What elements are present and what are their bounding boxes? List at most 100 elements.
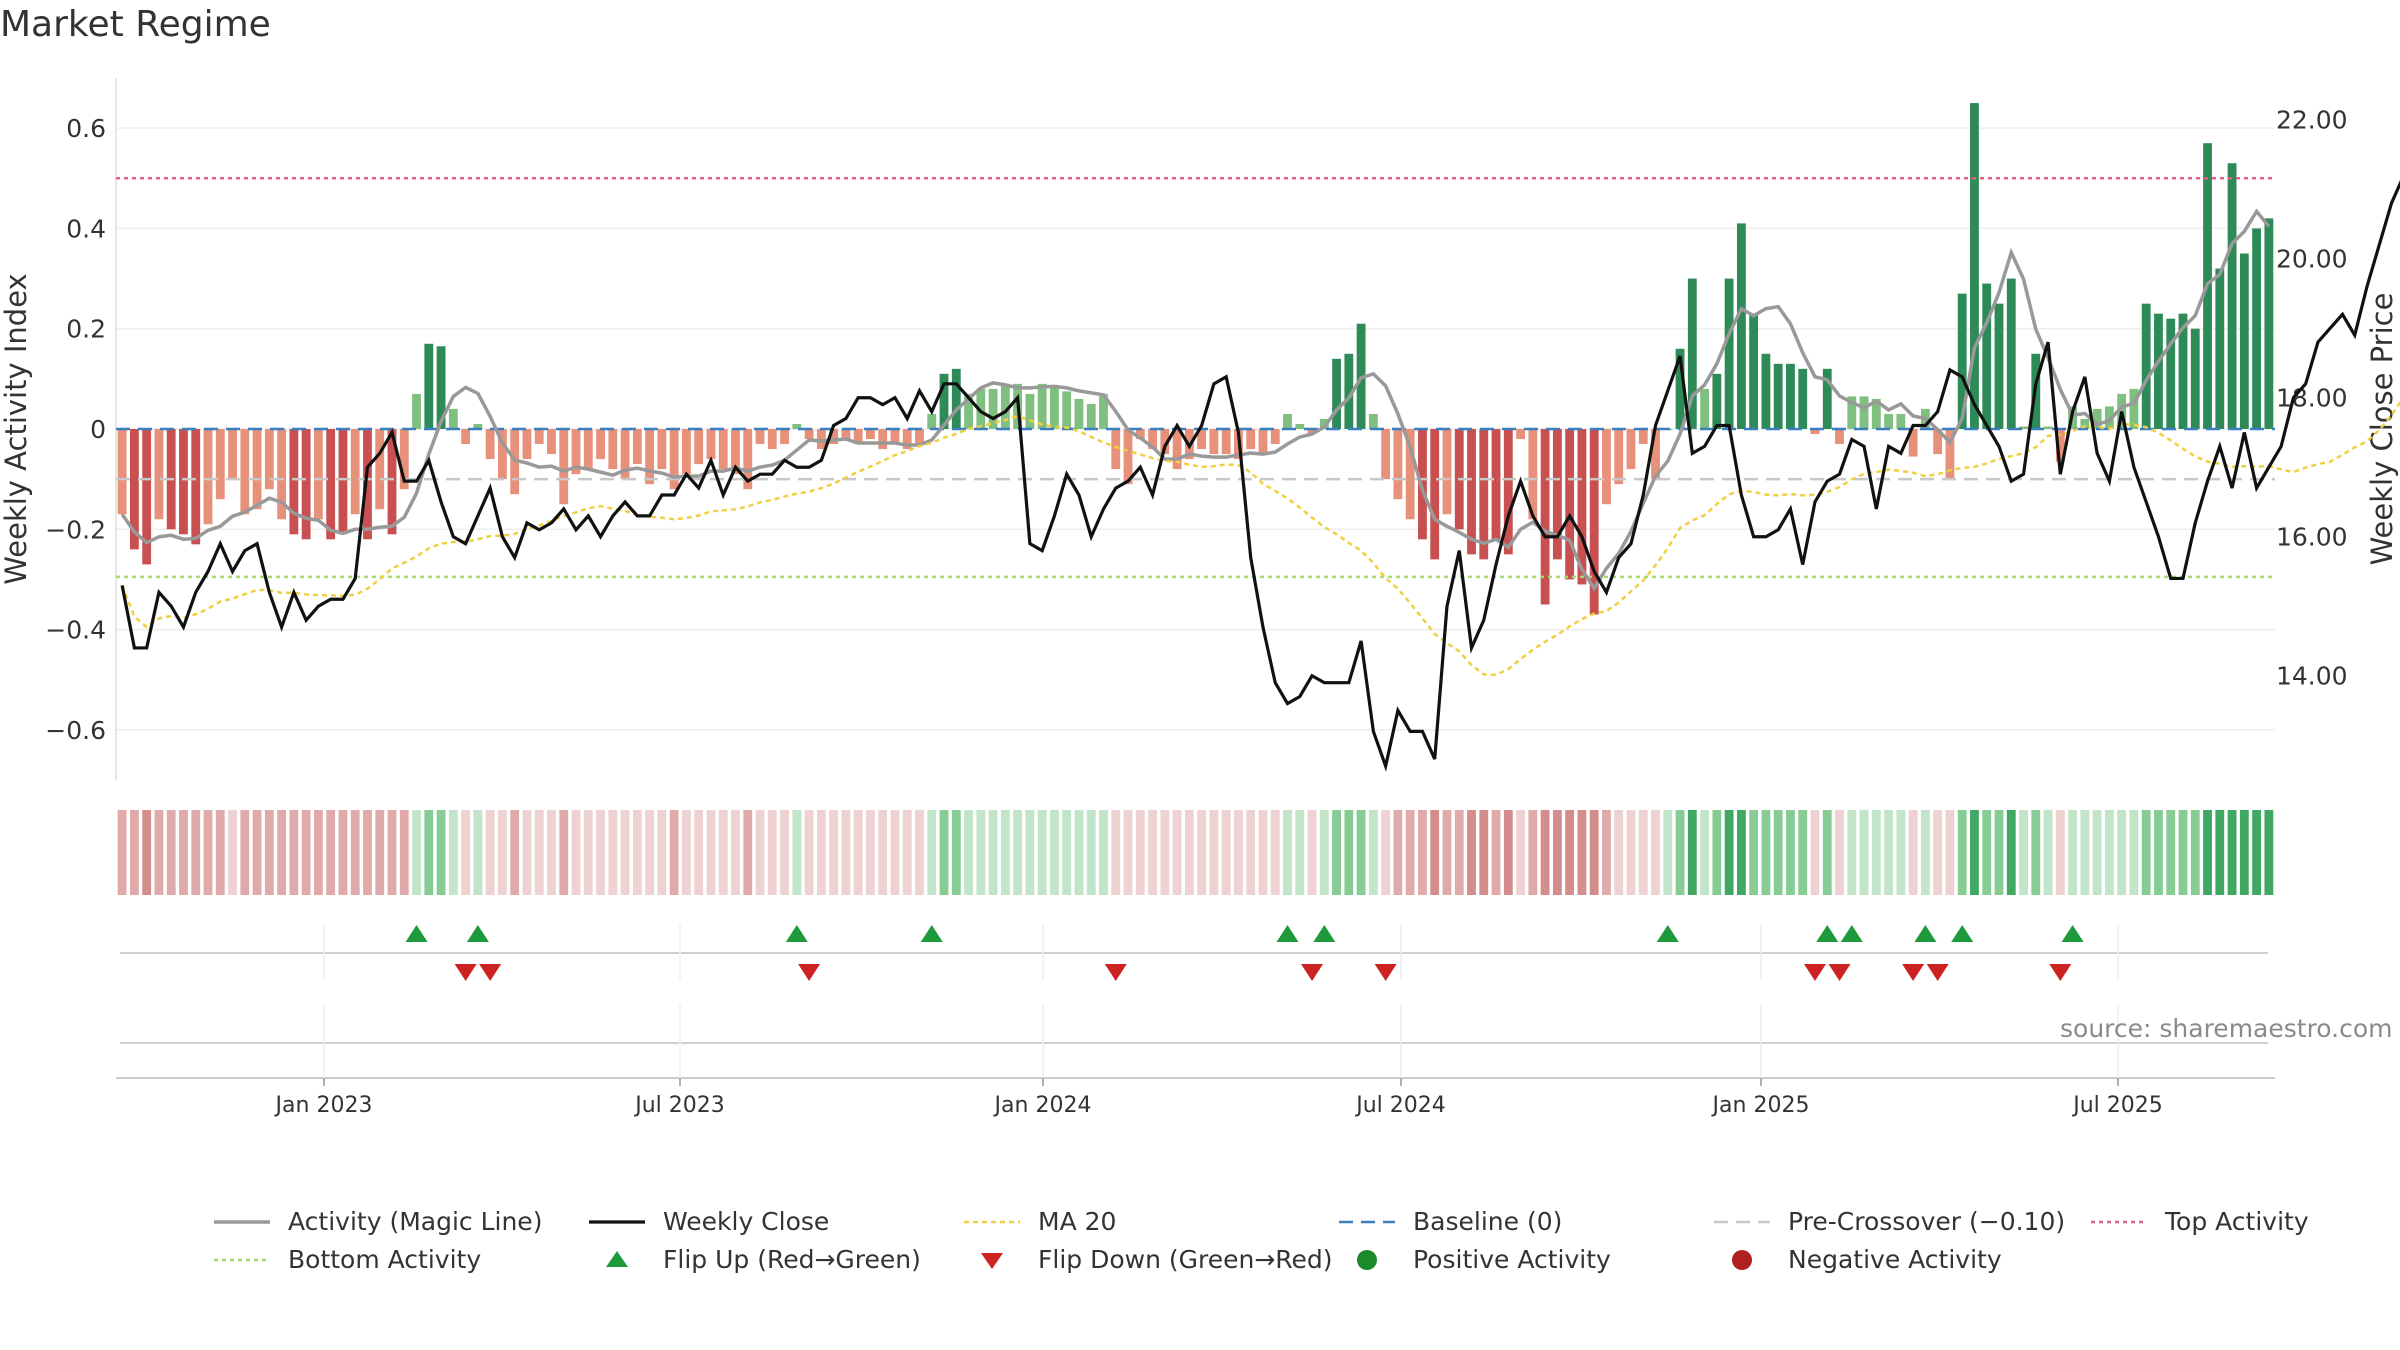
- regime-cell: [1295, 810, 1305, 895]
- regime-cell: [1565, 810, 1575, 895]
- regime-cell: [1761, 810, 1771, 895]
- activity-bar: [1761, 353, 1771, 429]
- regime-cell: [1675, 810, 1685, 895]
- regime-cell: [1540, 810, 1550, 895]
- activity-bar: [755, 429, 765, 445]
- regime-cell: [547, 810, 556, 895]
- regime-cell: [117, 810, 127, 895]
- flip-up-marker: [1276, 925, 1299, 942]
- regime-cell: [939, 810, 949, 895]
- activity-bar: [2104, 406, 2114, 429]
- y2-tick-label: 16.00: [2276, 523, 2348, 552]
- flip-down-marker: [479, 964, 502, 981]
- flip-down-marker: [1926, 964, 1949, 981]
- regime-cell: [743, 810, 753, 895]
- flip-up-marker: [1951, 925, 1974, 942]
- activity-bar: [215, 429, 225, 500]
- regime-cell: [1736, 810, 1746, 895]
- activity-bar: [436, 346, 446, 429]
- activity-bar: [1651, 429, 1660, 480]
- activity-bar: [657, 429, 667, 470]
- regime-cell: [2264, 810, 2274, 895]
- regime-cell: [485, 810, 495, 895]
- legend-label: MA 20: [1038, 1207, 1117, 1236]
- activity-bar: [1736, 223, 1746, 429]
- flip-up-marker: [920, 925, 943, 942]
- regime-cell: [1786, 810, 1795, 895]
- activity-bar: [2239, 253, 2249, 429]
- activity-bar: [2092, 408, 2102, 429]
- regime-cell: [816, 810, 826, 895]
- regime-cell: [596, 810, 605, 895]
- regime-cell: [399, 810, 409, 895]
- activity-bar: [252, 429, 262, 510]
- activity-bar: [1871, 398, 1881, 429]
- flip-up-marker: [1914, 925, 1937, 942]
- activity-bar: [1847, 396, 1857, 429]
- regime-cell: [1184, 810, 1194, 895]
- regime-cell: [203, 810, 213, 895]
- activity-bar: [289, 429, 299, 535]
- regime-cell: [1589, 810, 1599, 895]
- regime-cell: [215, 810, 225, 895]
- regime-cell: [1552, 810, 1562, 895]
- regime-cell: [964, 810, 973, 895]
- activity-bar: [485, 429, 495, 460]
- activity-bar: [1908, 429, 1918, 457]
- regime-cell: [252, 810, 262, 895]
- regime-cell: [2129, 810, 2139, 895]
- regime-cell: [1393, 810, 1403, 895]
- legend-swatch-baseline: [1339, 1220, 1395, 1224]
- regime-cell: [2031, 810, 2041, 895]
- regime-cell: [1050, 810, 1059, 895]
- activity-bar: [1859, 396, 1869, 429]
- legend-label: Baseline (0): [1413, 1207, 1563, 1236]
- regime-cell: [1356, 810, 1366, 895]
- flip-up-marker: [1656, 925, 1679, 942]
- activity-bar: [2264, 218, 2274, 429]
- regime-cell: [240, 810, 250, 895]
- source-label: source: sharemaestro.com: [2060, 1014, 2393, 1043]
- regime-cell: [1270, 810, 1280, 895]
- y-tick-label: −0.6: [45, 716, 106, 745]
- regime-cell: [424, 810, 434, 895]
- activity-bar: [2166, 318, 2176, 429]
- regime-cell: [1430, 810, 1440, 895]
- regime-cell: [2117, 810, 2127, 895]
- regime-cell: [313, 810, 323, 895]
- magic-line: [120, 208, 2271, 592]
- activity-bar: [2178, 313, 2188, 429]
- activity-bar: [1467, 429, 1476, 555]
- regime-cell: [559, 810, 569, 895]
- activity-bar: [596, 429, 605, 460]
- legend-swatch-positive: [1357, 1250, 1377, 1270]
- regime-cell: [1884, 810, 1894, 895]
- activity-bar: [1050, 386, 1059, 429]
- regime-cell: [804, 810, 814, 895]
- activity-bar: [448, 408, 458, 429]
- regime-cell: [448, 810, 458, 895]
- activity-bar: [2141, 303, 2151, 429]
- regime-cell: [1172, 810, 1182, 895]
- x-tick-label: Jan 2025: [1711, 1093, 1810, 1118]
- activity-bar: [1025, 393, 1035, 429]
- regime-cell: [1994, 810, 2004, 895]
- flip-up-marker: [1313, 925, 1336, 942]
- regime-cell: [1307, 810, 1317, 895]
- regime-cell: [841, 810, 851, 895]
- activity-bar: [1638, 429, 1648, 445]
- regime-cell: [1000, 810, 1010, 895]
- regime-cell: [1614, 810, 1624, 895]
- activity-bar: [1368, 413, 1378, 429]
- activity-bar: [1822, 368, 1832, 429]
- regime-cell: [1319, 810, 1329, 895]
- activity-bar: [816, 429, 826, 450]
- regime-cell: [191, 810, 201, 895]
- flip-down-marker: [2049, 964, 2072, 981]
- legend-label: Weekly Close: [663, 1207, 830, 1236]
- activity-bar: [1945, 429, 1955, 480]
- activity-bar: [363, 429, 372, 540]
- activity-bar: [326, 429, 336, 540]
- legend-swatch-flip_up: [606, 1251, 628, 1267]
